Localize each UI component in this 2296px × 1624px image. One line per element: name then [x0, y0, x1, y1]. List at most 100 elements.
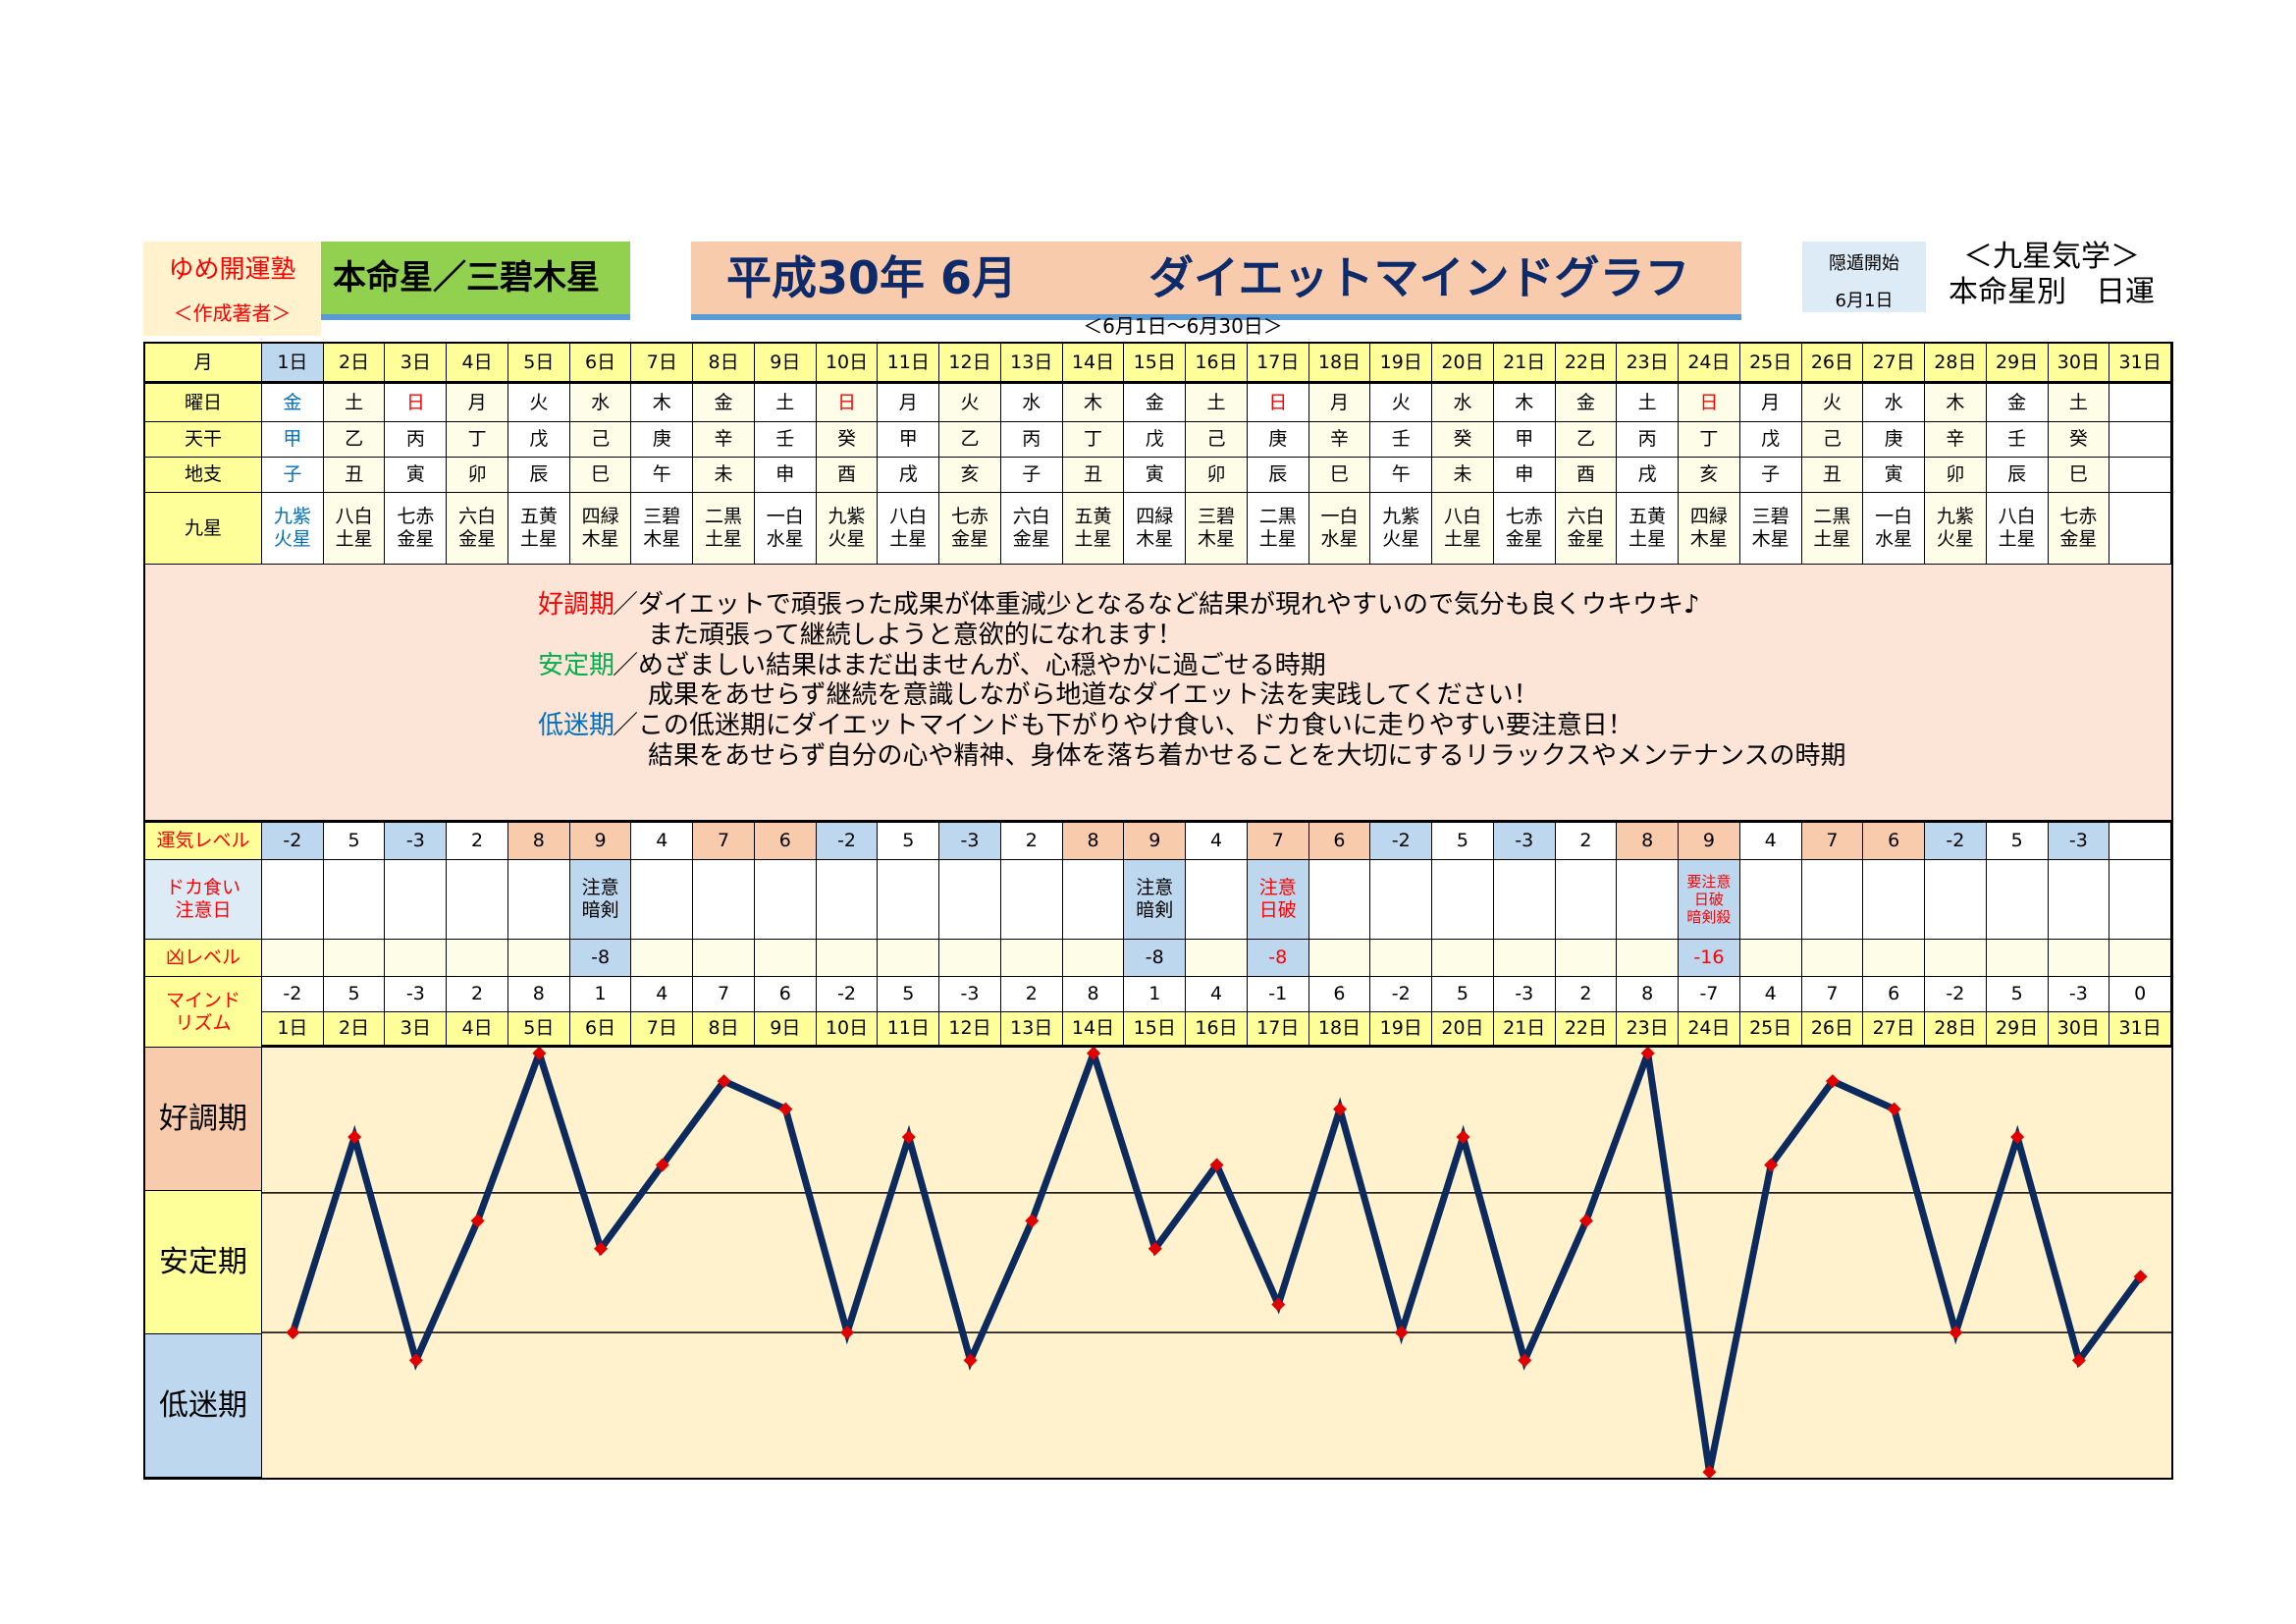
band-label-good: 好調期 [145, 1048, 262, 1191]
unki-level-cell: 2 [1555, 823, 1618, 860]
kyusei-cell: 九紫 火星 [262, 493, 324, 565]
mind-value-cell: -3 [385, 977, 448, 1012]
chishi-cell: 辰 [1986, 458, 2049, 493]
chishi-cell: 午 [631, 458, 694, 493]
weekday-cell: 水 [1000, 384, 1063, 422]
kyo-level-cell [878, 940, 940, 977]
weekday-cell: 月 [447, 384, 508, 422]
kyusei-cell: 三碧 木星 [631, 493, 694, 565]
dokagui-cell [1370, 860, 1433, 940]
chishi-cell: 戌 [878, 458, 940, 493]
description-good-2: また頑張って継続しようと意欲的になれます！ [648, 621, 1183, 650]
description-box: 好調期 ／ダイエットで頑張った成果が体重減少となるなど結果が現れやすいので気分も良… [145, 565, 2171, 823]
data-point-22日 [1578, 1214, 1593, 1228]
chishi-cell: 寅 [385, 458, 448, 493]
kyusei-cell: 八白 土星 [1432, 493, 1494, 565]
data-point-17日 [1271, 1297, 1286, 1312]
mind-day-cell: 10日 [816, 1012, 879, 1048]
label-unki-level: 運気レベル [145, 823, 262, 860]
data-point-4日 [470, 1214, 485, 1228]
mind-day-cell: 2日 [323, 1012, 386, 1048]
day-header: 19日 [1370, 344, 1433, 384]
kyusei-cell: 六白 金星 [1555, 493, 1618, 565]
kyusei-cell: 一白 水星 [1863, 493, 1926, 565]
day-header: 6日 [569, 344, 632, 384]
data-point-14日 [1087, 1048, 1101, 1060]
unki-level-cell: -3 [385, 823, 448, 860]
tenkan-cell: 丙 [1617, 422, 1680, 458]
tenkan-cell: 辛 [693, 422, 755, 458]
weekday-cell: 水 [1863, 384, 1926, 422]
unki-level-cell: 6 [1308, 823, 1371, 860]
mind-value-cell: -7 [1679, 977, 1740, 1012]
kyusei-cell: 六白 金星 [447, 493, 508, 565]
mind-day-cell: 30日 [2048, 1012, 2110, 1048]
dokagui-cell [1493, 860, 1556, 940]
day-header: 18日 [1308, 344, 1371, 384]
dokagui-cell [631, 860, 694, 940]
kyo-level-cell [323, 940, 386, 977]
description-good-head: 好調期 [538, 590, 615, 620]
mind-day-cell: 12日 [939, 1012, 1001, 1048]
day-header: 23日 [1617, 344, 1680, 384]
mind-value-cell: 6 [1863, 977, 1926, 1012]
mind-value-cell: -2 [816, 977, 879, 1012]
data-point-28日 [1949, 1326, 1963, 1340]
kyusei-cell: 五黄 土星 [1617, 493, 1680, 565]
dokagui-cell [1863, 860, 1926, 940]
dokagui-cell: 注意 暗剣 [1124, 860, 1187, 940]
weekday-cell: 月 [1308, 384, 1371, 422]
kyusei-cell: 九紫 火星 [1925, 493, 1987, 565]
day-header: 24日 [1679, 344, 1740, 384]
kyusei-cell: 七赤 金星 [2048, 493, 2110, 565]
data-point-11日 [901, 1130, 916, 1145]
tenkan-cell: 癸 [1432, 422, 1494, 458]
kyo-level-cell [939, 940, 1001, 977]
weekday-cell: 木 [1062, 384, 1125, 422]
day-header: 20日 [1432, 344, 1494, 384]
kyo-level-cell [1617, 940, 1680, 977]
label-month: 月 [145, 344, 262, 384]
day-header: 31日 [2109, 344, 2171, 384]
label-dokagui: ドカ食い 注意日 [145, 860, 262, 940]
day-header: 26日 [1801, 344, 1864, 384]
description-low-2: 結果をあせらず自分の心や精神、身体を落ち着かせることを大切にするリラックスやメン… [648, 741, 1846, 771]
tenkan-cell: 丙 [1000, 422, 1063, 458]
tenkan-cell: 壬 [754, 422, 817, 458]
onton-date: 6月1日 [1835, 291, 1894, 311]
day-header: 27日 [1863, 344, 1926, 384]
day-header: 11日 [878, 344, 940, 384]
kigaku-heading: ＜九星気学＞ 本命星別 日運 [1939, 240, 2164, 310]
weekday-cell: 水 [1432, 384, 1494, 422]
kyo-level-cell [1432, 940, 1494, 977]
dokagui-cell [1000, 860, 1063, 940]
weekday-cell: 土 [2048, 384, 2110, 422]
day-header: 30日 [2048, 344, 2110, 384]
mind-value-cell: -2 [262, 977, 324, 1012]
kyusei-cell: 七赤 金星 [939, 493, 1001, 565]
unki-level-cell: -3 [939, 823, 1001, 860]
unki-level-cell: 4 [1186, 823, 1248, 860]
kyusei-cell: 一白 水星 [754, 493, 817, 565]
kyusei-cell: 九紫 火星 [1370, 493, 1433, 565]
dokagui-cell [385, 860, 448, 940]
day-header: 12日 [939, 344, 1001, 384]
data-point-23日 [1640, 1048, 1655, 1060]
kyusei-cell: 四緑 木星 [1679, 493, 1740, 565]
band-label-low: 低迷期 [145, 1334, 262, 1478]
mind-value-cell: 5 [878, 977, 940, 1012]
tenkan-cell: 庚 [631, 422, 694, 458]
chishi-cell: 申 [1493, 458, 1556, 493]
mind-day-cell: 26日 [1801, 1012, 1864, 1048]
mind-value-cell: 4 [1739, 977, 1802, 1012]
chishi-cell: 亥 [1679, 458, 1740, 493]
data-point-15日 [1148, 1241, 1162, 1256]
tenkan-cell: 戊 [507, 422, 570, 458]
tenkan-cell [2109, 422, 2171, 458]
dokagui-cell: 要注意 日破 暗剣殺 [1679, 860, 1740, 940]
mind-day-cell: 13日 [1000, 1012, 1063, 1048]
weekday-cell: 月 [878, 384, 940, 422]
dokagui-cell [507, 860, 570, 940]
dokagui-cell [1986, 860, 2049, 940]
kyusei-cell: 八白 土星 [323, 493, 386, 565]
